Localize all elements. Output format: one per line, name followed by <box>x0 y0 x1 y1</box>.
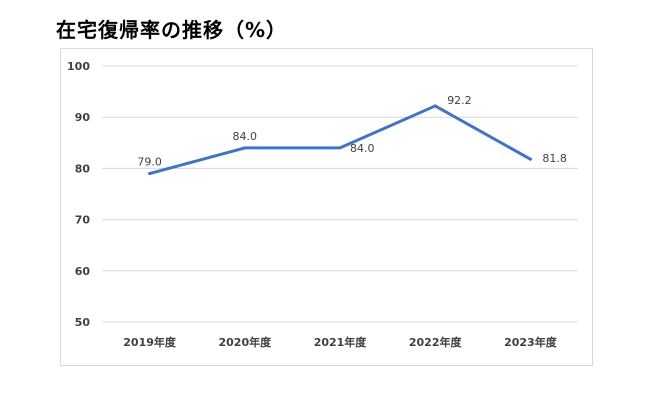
x-category-label: 2020年度 <box>218 335 272 349</box>
chart-area <box>60 48 593 366</box>
x-category-label: 2019年度 <box>123 335 177 349</box>
y-axis-ticks: 50 60 70 80 90 100 <box>67 60 90 329</box>
y-tick-label: 70 <box>75 214 91 227</box>
y-tick-label: 80 <box>75 162 91 175</box>
y-tick-label: 60 <box>75 265 91 278</box>
data-label: 79.0 <box>137 156 162 169</box>
x-category-label: 2023年度 <box>504 335 558 349</box>
series-line <box>148 104 532 176</box>
y-tick-label: 100 <box>67 60 90 73</box>
data-point <box>243 146 247 150</box>
x-axis-categories: 2019年度 2020年度 2021年度 2022年度 2023年度 <box>123 335 557 349</box>
data-labels: 79.0 84.0 84.0 92.2 81.8 <box>137 94 567 169</box>
series-line-path <box>148 104 532 176</box>
data-label: 92.2 <box>447 94 472 107</box>
data-point <box>338 146 342 150</box>
data-label: 81.8 <box>542 152 567 165</box>
data-point <box>528 157 532 161</box>
data-point <box>148 172 152 176</box>
x-category-label: 2021年度 <box>314 335 368 349</box>
data-label: 84.0 <box>233 130 258 143</box>
data-label: 84.0 <box>350 142 375 155</box>
x-category-label: 2022年度 <box>409 335 463 349</box>
data-point <box>433 104 437 108</box>
y-tick-label: 50 <box>75 316 91 329</box>
y-tick-label: 90 <box>75 111 91 124</box>
chart-title: 在宅復帰率の推移（%） <box>56 18 288 42</box>
gridlines <box>102 65 578 323</box>
